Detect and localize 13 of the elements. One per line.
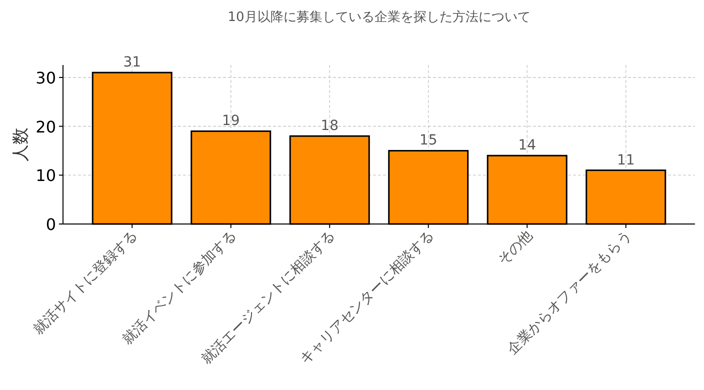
y-tick-label: 20 (36, 117, 56, 136)
data-label: 14 (518, 138, 536, 154)
chart-title: 10月以降に募集している企業を探した方法について (228, 9, 530, 25)
data-label: 18 (320, 118, 339, 134)
y-tick-label: 0 (46, 215, 56, 234)
data-label: 19 (222, 113, 240, 130)
data-label: 11 (616, 152, 635, 168)
data-label: 15 (419, 132, 438, 149)
y-axis-title: 人数 (11, 128, 31, 162)
y-tick-label: 10 (36, 166, 56, 186)
x-tick-label: その他 (494, 228, 536, 269)
y-tick-label: 30 (36, 68, 56, 88)
data-label: 31 (123, 54, 142, 71)
